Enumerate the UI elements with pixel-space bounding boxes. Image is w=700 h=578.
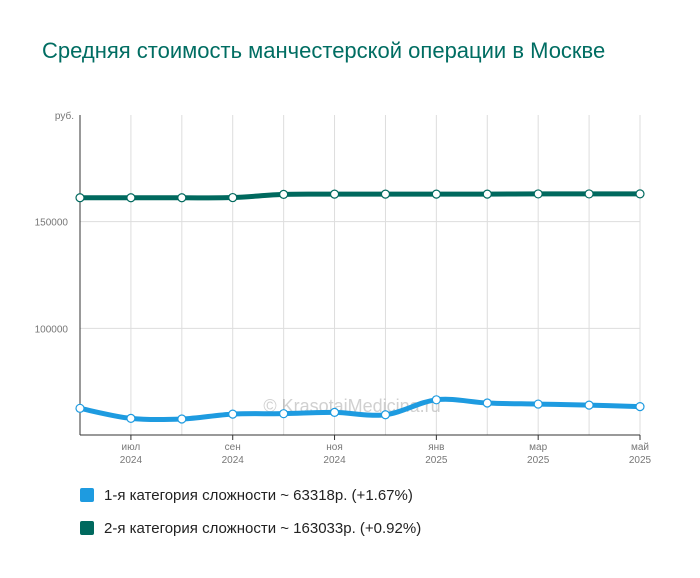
series-1-point[interactable] xyxy=(279,409,289,419)
series-2-point[interactable] xyxy=(482,189,492,199)
series-2-point[interactable] xyxy=(533,189,543,199)
x-tick-year-label: 2025 xyxy=(425,455,448,466)
series-1-point[interactable] xyxy=(177,414,187,424)
y-tick-label: 100000 xyxy=(35,324,69,335)
series-1-point[interactable] xyxy=(635,401,645,412)
y-tick-label: 150000 xyxy=(35,218,69,229)
legend-item-series-2[interactable]: 2-я категория сложности ~ 163033р. (+0.9… xyxy=(80,518,421,538)
legend-swatch-series-1 xyxy=(80,488,94,502)
x-tick-label: мар xyxy=(529,442,547,453)
series-2-point[interactable] xyxy=(126,193,136,203)
chart-title: Средняя стоимость манчестерской операции… xyxy=(42,38,606,63)
x-tick-year-label: 2024 xyxy=(120,455,143,466)
series-1-point[interactable] xyxy=(482,398,492,408)
series-2-point[interactable] xyxy=(279,189,289,199)
series-1-point[interactable] xyxy=(431,395,441,405)
chart-legend: 1-я категория сложности ~ 63318р. (+1.67… xyxy=(80,485,421,538)
series-2-point[interactable] xyxy=(177,193,187,203)
series-1-point[interactable] xyxy=(228,409,238,419)
legend-label-series-1: 1-я категория сложности ~ 63318р. (+1.67… xyxy=(104,486,413,504)
series-1-point[interactable] xyxy=(329,407,340,417)
series-1-point[interactable] xyxy=(533,399,543,409)
x-tick-label: май xyxy=(631,442,649,453)
series-2-point[interactable] xyxy=(584,189,594,199)
series-1-point[interactable] xyxy=(380,410,391,420)
series-2-line xyxy=(77,191,643,201)
x-tick-label: сен xyxy=(225,442,241,453)
series-1-point[interactable] xyxy=(584,400,594,410)
x-tick-label: янв xyxy=(428,442,444,453)
series-2-point[interactable] xyxy=(635,189,645,199)
legend-swatch-series-2 xyxy=(80,521,94,535)
x-tick-year-label: 2024 xyxy=(323,455,346,466)
legend-item-series-1[interactable]: 1-я категория сложности ~ 63318р. (+1.67… xyxy=(80,485,421,505)
x-tick-year-label: 2024 xyxy=(222,455,245,466)
series-2-point[interactable] xyxy=(75,193,85,203)
series-2-point[interactable] xyxy=(329,189,340,199)
x-tick-label: июл xyxy=(122,442,141,453)
x-tick-year-label: 2025 xyxy=(629,455,652,466)
x-tick-label: ноя xyxy=(326,442,343,453)
line-chart: 100000 150000 руб. июл 2024 сен 2024 ноя 2024 янв… xyxy=(35,110,652,466)
y-unit-label: руб. xyxy=(55,110,74,122)
x-tick-year-label: 2025 xyxy=(527,455,550,466)
series-1-point[interactable] xyxy=(75,403,85,413)
legend-label-series-2: 2-я категория сложности ~ 163033р. (+0.9… xyxy=(104,519,422,537)
series-2-point[interactable] xyxy=(228,192,238,203)
series-2-point[interactable] xyxy=(380,189,391,199)
series-2-point[interactable] xyxy=(431,189,441,199)
series-1-point[interactable] xyxy=(126,413,136,423)
